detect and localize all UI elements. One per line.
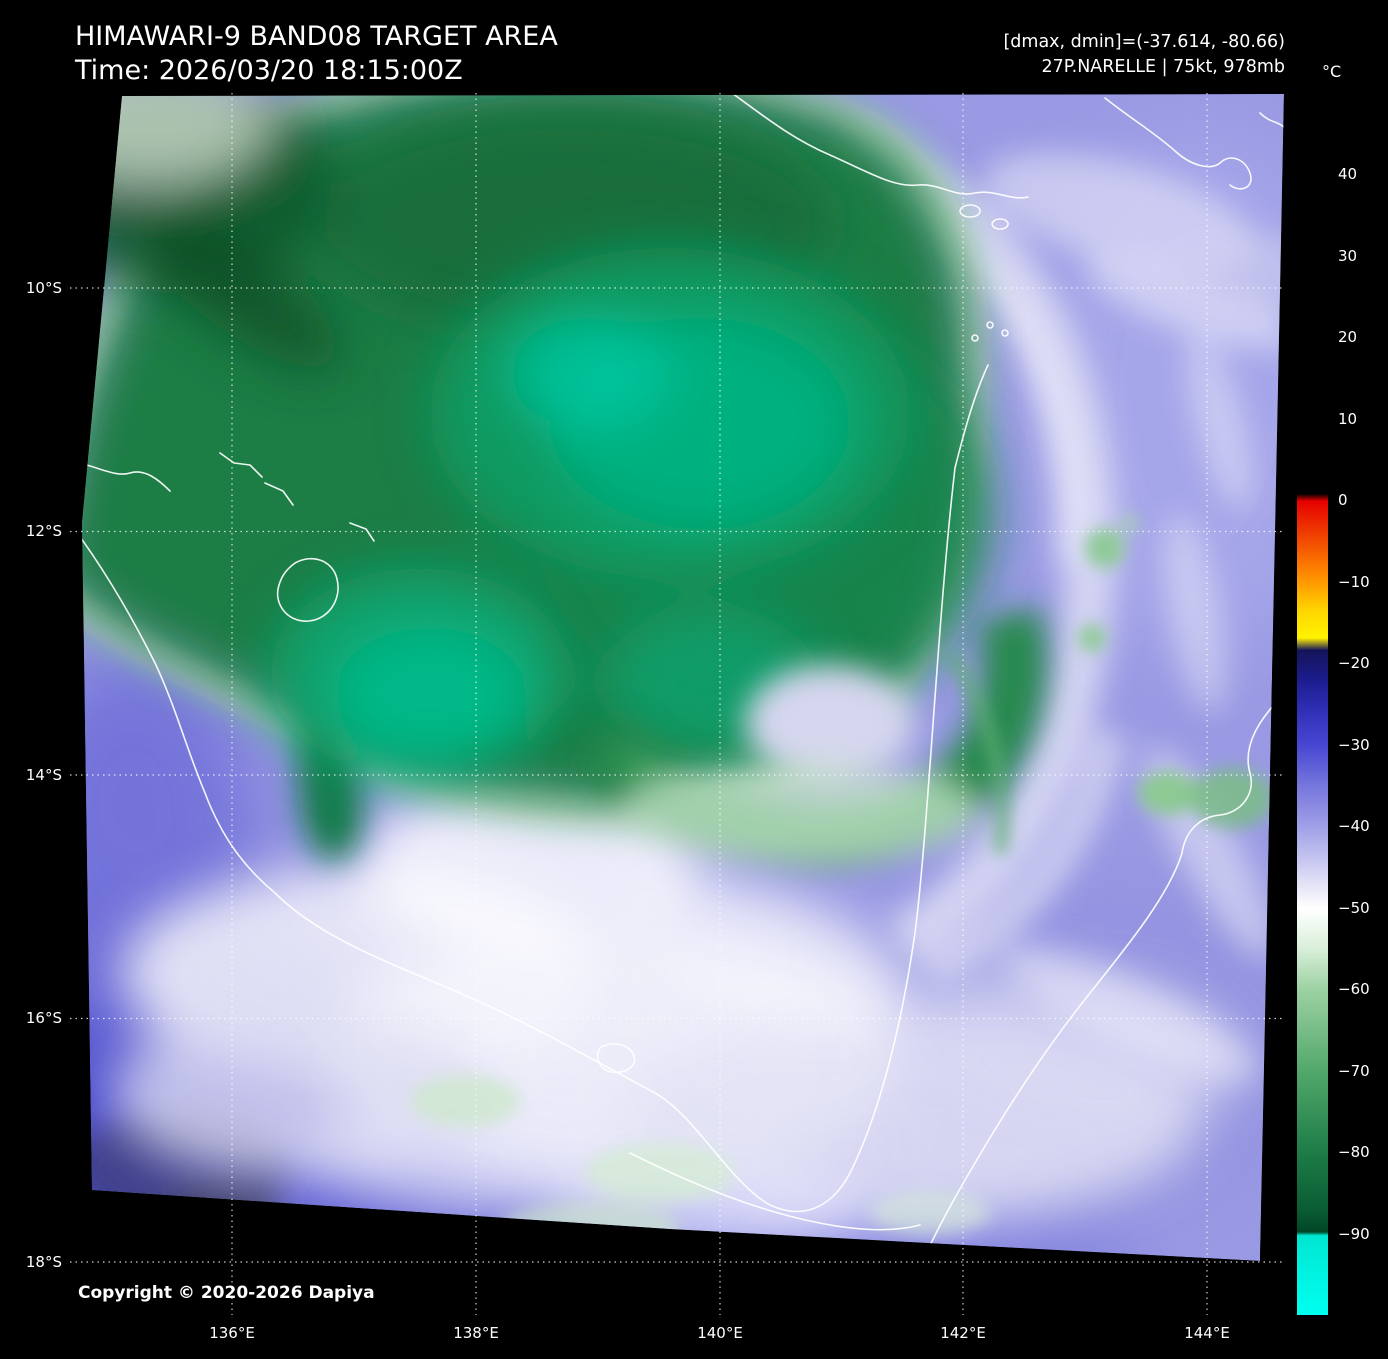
colorbar-tick-label: 20 bbox=[1338, 328, 1358, 346]
lon-axis-label: 138°E bbox=[453, 1324, 499, 1342]
colorbar-tick-label: 40 bbox=[1338, 165, 1358, 183]
data-region bbox=[82, 94, 1284, 1261]
colorbar-tick-label: 0 bbox=[1338, 491, 1348, 509]
lon-axis-label: 142°E bbox=[940, 1324, 986, 1342]
timestamp: Time: 2026/03/20 18:15:00Z bbox=[75, 55, 463, 86]
colorbar-tick-label: −40 bbox=[1338, 817, 1370, 835]
colorbar-tick-label: 30 bbox=[1338, 247, 1358, 265]
lon-axis-label: 136°E bbox=[209, 1324, 255, 1342]
lat-axis-label: 12°S bbox=[25, 522, 62, 540]
colorbar-tick-label: −30 bbox=[1338, 736, 1370, 754]
coastlines bbox=[82, 94, 1284, 1261]
comma-hook bbox=[578, 606, 1047, 868]
copyright-notice: Copyright © 2020-2026 Dapiya bbox=[78, 1283, 375, 1303]
lon-axis-label: 140°E bbox=[697, 1324, 743, 1342]
lat-axis-label: 18°S bbox=[25, 1253, 62, 1271]
colorbar-tick-label: −20 bbox=[1338, 654, 1370, 672]
lat-axis-label: 10°S bbox=[25, 279, 62, 297]
plot-area bbox=[70, 93, 1285, 1315]
gridlines bbox=[70, 93, 1285, 1315]
white-cloud-field bbox=[110, 778, 1248, 1253]
page-title: HIMAWARI-9 BAND08 TARGET AREA bbox=[75, 21, 558, 52]
lat-axis-label: 16°S bbox=[25, 1009, 62, 1027]
lon-axis-label: 144°E bbox=[1184, 1324, 1230, 1342]
colorbar-tick-label: −10 bbox=[1338, 573, 1370, 591]
colorbar-unit-label: °C bbox=[1322, 62, 1342, 81]
colorbar-tick-label: −80 bbox=[1338, 1143, 1370, 1161]
comma-notch bbox=[745, 665, 915, 781]
colorbar-tick-label: −90 bbox=[1338, 1225, 1370, 1243]
cold-cores bbox=[270, 248, 910, 778]
satellite-image bbox=[70, 93, 1285, 1315]
storm-info: 27P.NARELLE | 75kt, 978mb bbox=[1041, 56, 1285, 77]
colorbar-tick-label: −50 bbox=[1338, 899, 1370, 917]
colorbar bbox=[1297, 93, 1328, 1315]
lat-axis-label: 14°S bbox=[25, 766, 62, 784]
data-range-readout: [dmax, dmin]=(-37.614, -80.66) bbox=[1003, 32, 1285, 52]
header-readouts: [dmax, dmin]=(-37.614, -80.66) 27P.NAREL… bbox=[1003, 30, 1285, 79]
colorbar-tick-label: 10 bbox=[1338, 410, 1358, 428]
colorbar-tick-label: −60 bbox=[1338, 980, 1370, 998]
outer-spiral-band bbox=[830, 118, 1284, 1080]
colorbar-tick-label: −70 bbox=[1338, 1062, 1370, 1080]
cold-cloud-mass bbox=[82, 94, 1047, 868]
